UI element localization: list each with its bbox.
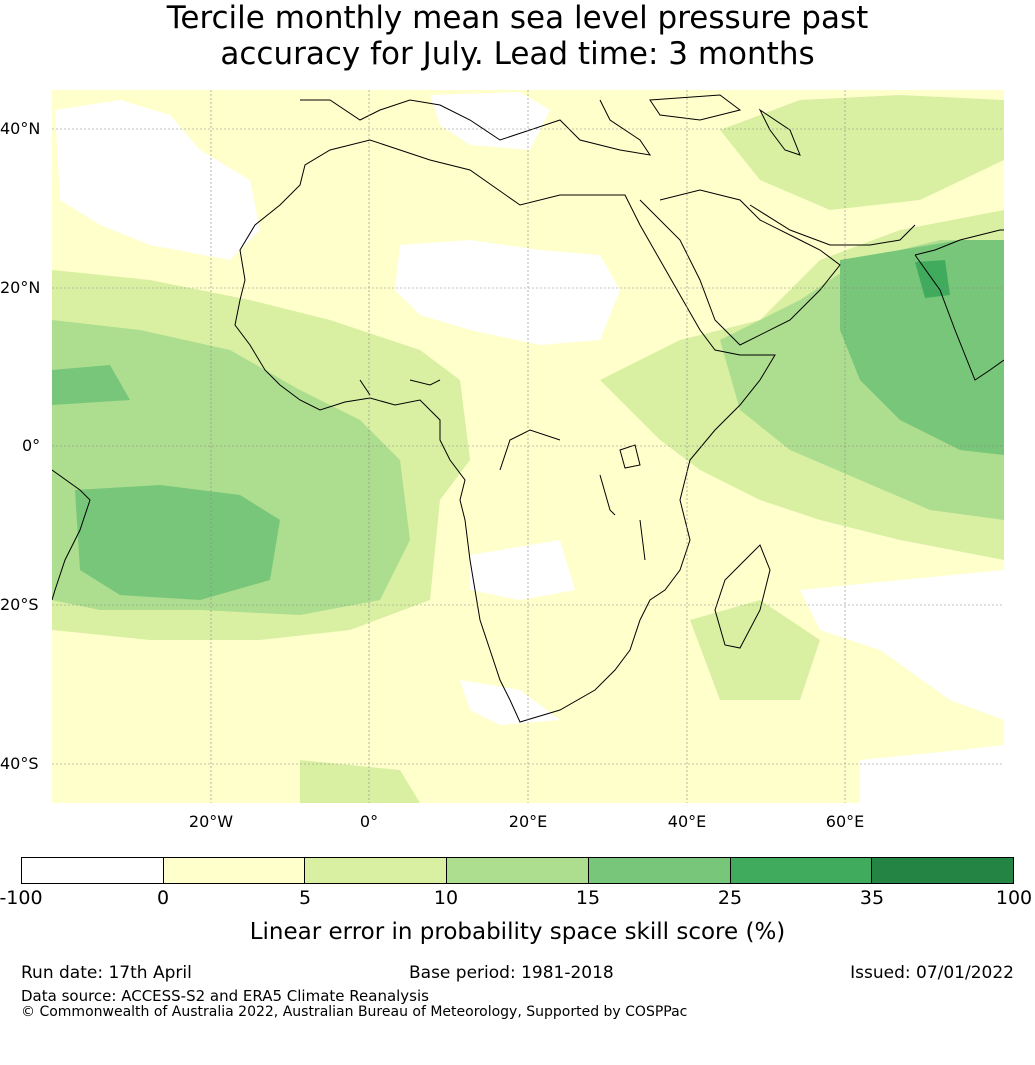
lat-label-0: 0° bbox=[22, 436, 41, 455]
region-atlantic-core bbox=[52, 365, 130, 405]
region-white-med bbox=[430, 92, 550, 150]
colorbar-segment bbox=[588, 858, 731, 883]
copyright: © Commonwealth of Australia 2022, Austra… bbox=[21, 1004, 688, 1020]
coastline-persian-gulf bbox=[749, 204, 916, 246]
lat-label-40n: 40°N bbox=[0, 119, 41, 138]
colorbar-segment bbox=[163, 858, 306, 883]
data-source: Data source: ACCESS-S2 and ERA5 Climate … bbox=[21, 987, 429, 1005]
region-white-cape bbox=[460, 680, 560, 725]
colorbar-segment bbox=[730, 858, 873, 883]
lon-label-20e: 20°E bbox=[508, 812, 548, 831]
region-white-indian-south bbox=[800, 570, 1004, 720]
region-north-east bbox=[720, 95, 1004, 210]
lon-label-0: 0° bbox=[359, 812, 379, 831]
lon-label-40e: 40°E bbox=[667, 812, 707, 831]
region-white-sahara bbox=[395, 240, 620, 345]
colorbar-tick: 15 bbox=[575, 887, 601, 909]
map-panel bbox=[52, 90, 1004, 803]
colorbar-segment bbox=[305, 858, 448, 883]
lat-label-20s: 20°S bbox=[0, 595, 39, 614]
region-white-south-africa bbox=[470, 540, 575, 600]
lon-label-60e: 60°E bbox=[825, 812, 865, 831]
map-title: Tercile monthly mean sea level pressure … bbox=[0, 0, 1035, 72]
colorbar-tick: 0 bbox=[156, 887, 170, 909]
colorbar-segment bbox=[22, 858, 164, 883]
run-date: Run date: 17th April bbox=[21, 963, 192, 983]
coastline-madagascar bbox=[714, 544, 771, 649]
coastlines bbox=[52, 94, 1004, 723]
issued-date: Issued: 07/01/2022 bbox=[850, 963, 1014, 983]
region-madagascar-east bbox=[690, 600, 820, 700]
base-period: Base period: 1981-2018 bbox=[409, 963, 614, 983]
coastline-india bbox=[914, 229, 1004, 381]
colorbar-tick: -100 bbox=[0, 887, 43, 909]
coastline-south-america bbox=[52, 469, 91, 601]
coastline-arabia bbox=[639, 189, 841, 346]
region-white-nw-atlantic bbox=[55, 100, 260, 260]
coastline-caspian bbox=[758, 108, 801, 156]
lon-label-20w: 20°W bbox=[188, 812, 234, 831]
colorbar-tick: 25 bbox=[717, 887, 743, 909]
coastline-black-sea bbox=[649, 94, 742, 121]
coastline-lakes bbox=[599, 444, 646, 561]
lat-label-20n: 20°N bbox=[0, 278, 41, 297]
colorbar-segment bbox=[447, 858, 589, 883]
coastline-africa bbox=[234, 139, 776, 723]
colorbar bbox=[21, 857, 1014, 884]
skill-negative-regions bbox=[55, 92, 1004, 803]
region-arabian-sea bbox=[840, 240, 1004, 455]
gridlines bbox=[52, 90, 1004, 803]
colorbar-tick: 35 bbox=[859, 887, 885, 909]
lat-label-40s: 40°S bbox=[0, 754, 39, 773]
colorbar-tick: 100 bbox=[995, 887, 1033, 909]
region-south-atlantic-band bbox=[300, 760, 420, 803]
colorbar-tick: 5 bbox=[298, 887, 312, 909]
colorbar-segment bbox=[872, 858, 1014, 883]
region-white-se-corner bbox=[860, 745, 1004, 803]
colorbar-tick: 10 bbox=[433, 887, 459, 909]
region-atlantic-south-core bbox=[75, 485, 280, 600]
coastline-rivers bbox=[359, 379, 561, 471]
coastline-europe bbox=[300, 99, 652, 156]
skill-15-25-regions bbox=[52, 240, 1004, 600]
colorbar-label: Linear error in probability space skill … bbox=[249, 919, 786, 945]
title-line-1: Tercile monthly mean sea level pressure … bbox=[166, 0, 869, 36]
title-line-2: accuracy for July. Lead time: 3 months bbox=[220, 36, 815, 72]
